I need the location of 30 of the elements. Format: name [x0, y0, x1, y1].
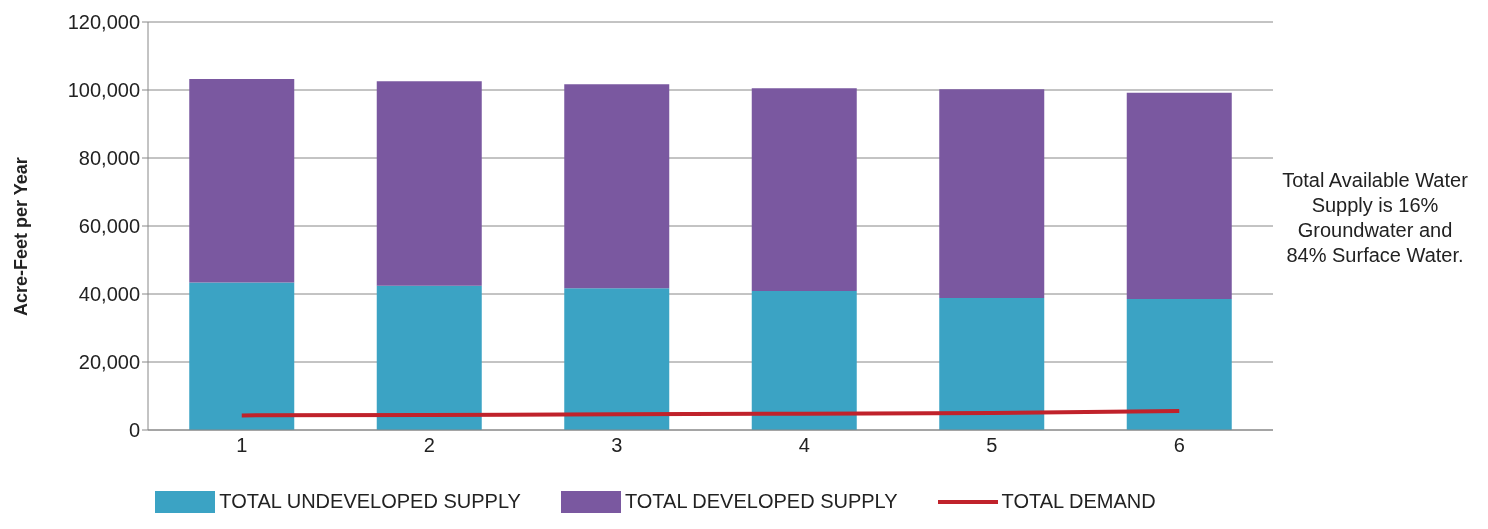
- bar: [751, 88, 857, 291]
- bar: [376, 81, 482, 286]
- x-tick-label: 5: [986, 434, 998, 457]
- y-tick-label: 120,000: [67, 11, 140, 34]
- bar: [189, 79, 295, 283]
- bar: [189, 282, 295, 430]
- bar: [1126, 92, 1232, 300]
- bar: [564, 288, 670, 430]
- bar: [939, 89, 1045, 299]
- text: Total Available Water Supply is 16% Groundwater and 84% Surface Water.: [1281, 168, 1469, 268]
- x-tick-label: 1: [236, 434, 248, 457]
- y-tick-label: 100,000: [67, 79, 140, 102]
- x-tick-label: 6: [1173, 434, 1185, 457]
- legend-label: TOTAL UNDEVELOPED SUPPLY: [219, 490, 521, 513]
- y-tick-label: 40,000: [78, 283, 140, 306]
- bar: [751, 290, 857, 430]
- bar: [376, 285, 482, 430]
- y-tick-label: 20,000: [78, 351, 140, 374]
- y-tick-label: 80,000: [78, 147, 140, 170]
- y-axis-title: Acre-Feet per Year: [11, 157, 32, 316]
- bar: [1126, 299, 1232, 430]
- legend-label: TOTAL DEMAND: [1001, 490, 1156, 513]
- x-tick-label: 4: [798, 434, 810, 457]
- x-tick-label: 2: [423, 434, 435, 457]
- legend-label: TOTAL DEVELOPED SUPPLY: [624, 490, 898, 513]
- bar: [564, 84, 670, 289]
- y-tick-label: 0: [128, 419, 140, 442]
- x-tick-label: 3: [611, 434, 623, 457]
- bar: [939, 298, 1045, 430]
- y-tick-label: 60,000: [78, 215, 140, 238]
